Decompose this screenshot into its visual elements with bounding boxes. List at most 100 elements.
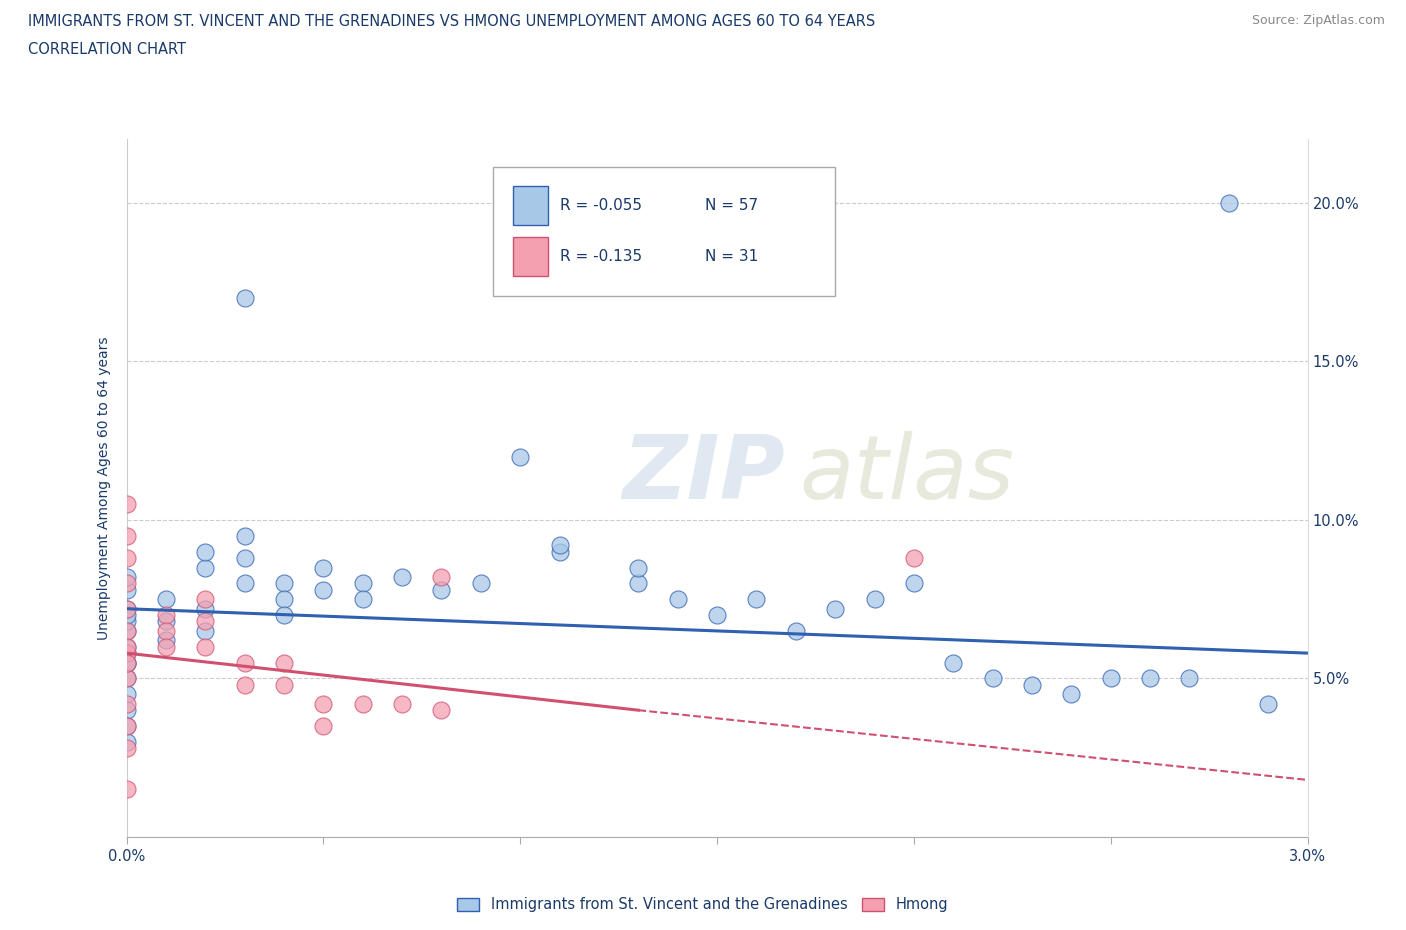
Point bbox=[115, 602, 138, 617]
Text: ZIP: ZIP bbox=[623, 431, 786, 518]
Point bbox=[470, 576, 492, 591]
FancyBboxPatch shape bbox=[513, 237, 548, 275]
Point bbox=[155, 623, 177, 638]
Point bbox=[115, 602, 138, 617]
Point bbox=[115, 645, 138, 660]
Point bbox=[155, 591, 177, 606]
Point bbox=[194, 544, 217, 559]
Point bbox=[115, 655, 138, 670]
Point bbox=[115, 741, 138, 756]
Point bbox=[312, 719, 335, 734]
FancyBboxPatch shape bbox=[513, 186, 548, 225]
Point bbox=[115, 687, 138, 702]
Point bbox=[352, 591, 374, 606]
Point bbox=[824, 602, 846, 617]
Point bbox=[115, 645, 138, 660]
Point bbox=[745, 591, 768, 606]
Point bbox=[233, 576, 256, 591]
Point bbox=[155, 607, 177, 622]
Point bbox=[115, 614, 138, 629]
Point bbox=[863, 591, 886, 606]
Point bbox=[194, 623, 217, 638]
Point bbox=[194, 591, 217, 606]
Point bbox=[115, 497, 138, 512]
Text: N = 31: N = 31 bbox=[706, 249, 758, 264]
Text: Source: ZipAtlas.com: Source: ZipAtlas.com bbox=[1251, 14, 1385, 27]
Point bbox=[194, 614, 217, 629]
Point bbox=[627, 560, 650, 575]
Point bbox=[233, 290, 256, 305]
Point bbox=[352, 576, 374, 591]
Point bbox=[273, 576, 295, 591]
Point bbox=[627, 576, 650, 591]
Point bbox=[115, 607, 138, 622]
Point bbox=[115, 582, 138, 597]
Point bbox=[706, 607, 728, 622]
Point bbox=[312, 697, 335, 711]
Point bbox=[430, 703, 453, 718]
Point bbox=[273, 655, 295, 670]
Point bbox=[312, 582, 335, 597]
Point bbox=[273, 607, 295, 622]
Point bbox=[194, 602, 217, 617]
Point bbox=[1257, 697, 1279, 711]
Point bbox=[273, 591, 295, 606]
Point bbox=[115, 671, 138, 686]
Text: atlas: atlas bbox=[800, 432, 1015, 517]
Point bbox=[155, 633, 177, 648]
Point bbox=[115, 703, 138, 718]
Point bbox=[115, 719, 138, 734]
Point bbox=[430, 582, 453, 597]
Point bbox=[115, 719, 138, 734]
Point bbox=[391, 569, 413, 584]
Text: N = 57: N = 57 bbox=[706, 198, 758, 213]
Point bbox=[391, 697, 413, 711]
Point bbox=[115, 623, 138, 638]
Point bbox=[115, 655, 138, 670]
Legend: Immigrants from St. Vincent and the Grenadines, Hmong: Immigrants from St. Vincent and the Gren… bbox=[451, 891, 955, 918]
Point bbox=[903, 551, 925, 565]
Text: R = -0.055: R = -0.055 bbox=[560, 198, 643, 213]
Point bbox=[115, 639, 138, 654]
Point bbox=[155, 614, 177, 629]
Point bbox=[1099, 671, 1122, 686]
Point bbox=[194, 560, 217, 575]
Point bbox=[1139, 671, 1161, 686]
Point bbox=[509, 449, 531, 464]
Point bbox=[115, 551, 138, 565]
Text: R = -0.135: R = -0.135 bbox=[560, 249, 643, 264]
Point bbox=[115, 623, 138, 638]
Point bbox=[233, 528, 256, 543]
Text: IMMIGRANTS FROM ST. VINCENT AND THE GRENADINES VS HMONG UNEMPLOYMENT AMONG AGES : IMMIGRANTS FROM ST. VINCENT AND THE GREN… bbox=[28, 14, 876, 29]
Point bbox=[233, 655, 256, 670]
Point bbox=[666, 591, 689, 606]
Point bbox=[115, 735, 138, 750]
Point bbox=[194, 639, 217, 654]
FancyBboxPatch shape bbox=[492, 167, 835, 297]
Point bbox=[1218, 195, 1240, 210]
Point bbox=[233, 551, 256, 565]
Point bbox=[115, 655, 138, 670]
Point bbox=[312, 560, 335, 575]
Point bbox=[115, 576, 138, 591]
Text: CORRELATION CHART: CORRELATION CHART bbox=[28, 42, 186, 57]
Point bbox=[430, 569, 453, 584]
Point bbox=[1021, 677, 1043, 692]
Point bbox=[942, 655, 965, 670]
Point bbox=[981, 671, 1004, 686]
Point bbox=[115, 697, 138, 711]
Point bbox=[155, 639, 177, 654]
Point bbox=[1060, 687, 1083, 702]
Point bbox=[548, 544, 571, 559]
Point bbox=[233, 677, 256, 692]
Point bbox=[115, 782, 138, 797]
Point bbox=[352, 697, 374, 711]
Point bbox=[115, 671, 138, 686]
Point bbox=[115, 639, 138, 654]
Point bbox=[115, 569, 138, 584]
Point bbox=[115, 528, 138, 543]
Point bbox=[548, 538, 571, 552]
Point bbox=[273, 677, 295, 692]
Point bbox=[1178, 671, 1201, 686]
Point bbox=[903, 576, 925, 591]
